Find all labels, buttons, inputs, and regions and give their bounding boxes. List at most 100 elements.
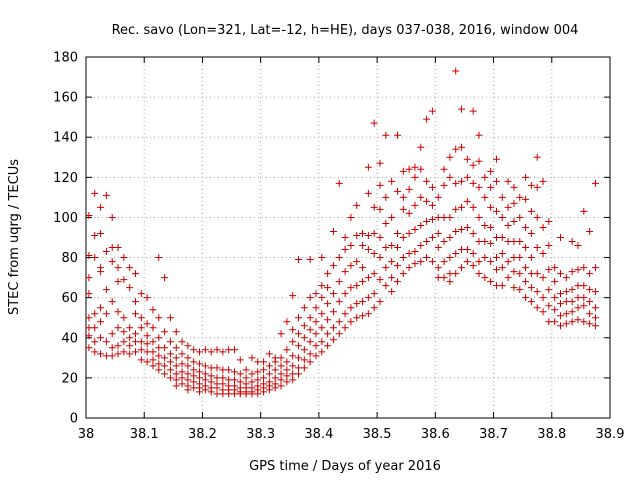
data-point <box>85 332 93 340</box>
data-point <box>440 238 448 246</box>
data-point <box>463 258 471 266</box>
data-point <box>190 366 198 374</box>
data-point <box>137 290 145 298</box>
data-point <box>126 350 134 358</box>
data-point <box>586 320 594 328</box>
data-point <box>318 348 326 356</box>
data-point <box>580 282 588 290</box>
data-point <box>97 334 105 342</box>
data-point <box>306 350 314 358</box>
data-point <box>440 258 448 266</box>
data-point <box>458 143 466 151</box>
data-point <box>184 362 192 370</box>
data-point <box>533 244 541 252</box>
data-point <box>359 242 367 250</box>
data-point <box>289 352 297 360</box>
data-point <box>510 284 518 292</box>
data-point <box>446 153 454 161</box>
data-point <box>591 314 599 322</box>
data-point <box>85 252 93 260</box>
data-point <box>283 366 291 374</box>
data-point <box>586 270 594 278</box>
data-point <box>574 316 582 324</box>
data-point <box>557 234 565 241</box>
data-point <box>469 229 477 237</box>
data-point <box>143 358 151 366</box>
data-point <box>265 350 273 358</box>
data-point <box>557 300 565 308</box>
data-point <box>487 278 495 286</box>
data-point <box>190 358 198 366</box>
data-point <box>481 254 489 262</box>
data-point <box>393 229 401 237</box>
data-point <box>85 344 93 352</box>
data-point <box>364 246 372 254</box>
data-point <box>498 193 506 201</box>
data-point <box>126 334 134 342</box>
data-point <box>341 290 349 298</box>
data-point <box>295 354 303 362</box>
data-point <box>289 292 297 300</box>
data-point <box>149 338 157 346</box>
data-point <box>510 183 518 191</box>
data-point <box>562 320 570 328</box>
data-point <box>312 342 320 350</box>
data-point <box>283 378 291 386</box>
data-point <box>236 370 244 378</box>
data-point <box>172 344 180 352</box>
data-point <box>120 314 128 322</box>
data-point <box>475 183 483 191</box>
data-point <box>562 288 570 296</box>
data-point <box>411 173 419 181</box>
data-point <box>591 322 599 330</box>
y-tick-label: 160 <box>53 91 78 106</box>
data-point <box>300 322 308 330</box>
data-point <box>580 302 588 310</box>
data-point <box>318 310 326 318</box>
data-point <box>85 290 93 298</box>
data-point <box>312 318 320 326</box>
data-point <box>347 284 355 292</box>
data-point <box>388 177 396 185</box>
data-point <box>533 183 541 191</box>
data-point <box>289 338 297 346</box>
data-point <box>364 310 372 318</box>
data-point <box>277 370 285 378</box>
data-point <box>172 328 180 336</box>
data-point <box>393 187 401 195</box>
data-point <box>498 282 506 290</box>
data-point <box>382 244 390 252</box>
data-point <box>370 203 378 211</box>
data-point <box>545 286 553 294</box>
data-point <box>580 264 588 272</box>
data-point <box>201 376 209 384</box>
data-point <box>423 217 431 225</box>
data-point <box>91 231 99 239</box>
data-point <box>283 346 291 354</box>
data-point <box>184 370 192 378</box>
data-point <box>469 179 477 187</box>
data-point <box>551 294 559 302</box>
data-point <box>184 386 192 394</box>
data-point <box>522 195 530 203</box>
data-point <box>131 348 139 356</box>
data-point <box>504 203 512 211</box>
data-point <box>463 197 471 205</box>
data-point <box>510 199 518 207</box>
data-point <box>417 258 425 266</box>
data-point <box>370 290 378 298</box>
data-point <box>190 372 198 380</box>
data-point <box>155 254 163 262</box>
data-point <box>126 324 134 332</box>
x-tick-label: 38.2 <box>188 427 217 442</box>
data-point <box>580 318 588 326</box>
data-point <box>85 274 93 282</box>
data-point <box>178 374 186 382</box>
data-point <box>329 336 337 344</box>
data-point <box>475 213 483 221</box>
data-point <box>458 177 466 185</box>
data-point <box>417 143 425 151</box>
data-point <box>568 238 576 246</box>
data-point <box>463 155 471 163</box>
data-point <box>551 306 559 314</box>
